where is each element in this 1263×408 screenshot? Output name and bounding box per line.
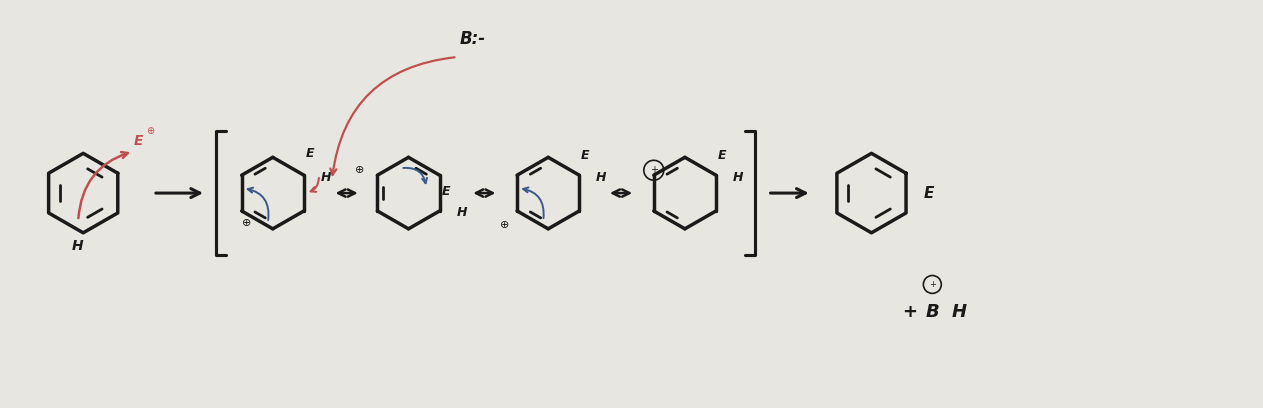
Text: B:-: B:- xyxy=(460,30,485,48)
Text: +: + xyxy=(903,303,925,321)
Text: ⊕: ⊕ xyxy=(147,126,154,137)
Text: E: E xyxy=(441,184,450,197)
Text: B: B xyxy=(926,303,940,321)
Text: ⊕: ⊕ xyxy=(355,165,364,175)
Text: H: H xyxy=(952,303,967,321)
Text: H: H xyxy=(596,171,606,184)
Text: ⊕: ⊕ xyxy=(500,220,510,230)
Text: ⊕: ⊕ xyxy=(242,218,251,228)
Text: E: E xyxy=(717,149,726,162)
Text: E: E xyxy=(306,147,314,160)
Text: H: H xyxy=(733,171,743,184)
Text: H: H xyxy=(321,171,331,184)
Text: H: H xyxy=(72,239,83,253)
Text: E: E xyxy=(134,134,143,149)
Text: E: E xyxy=(581,149,590,162)
Text: E: E xyxy=(923,186,933,201)
Text: +: + xyxy=(649,165,658,175)
Text: +: + xyxy=(928,280,936,289)
Text: H: H xyxy=(456,206,467,220)
